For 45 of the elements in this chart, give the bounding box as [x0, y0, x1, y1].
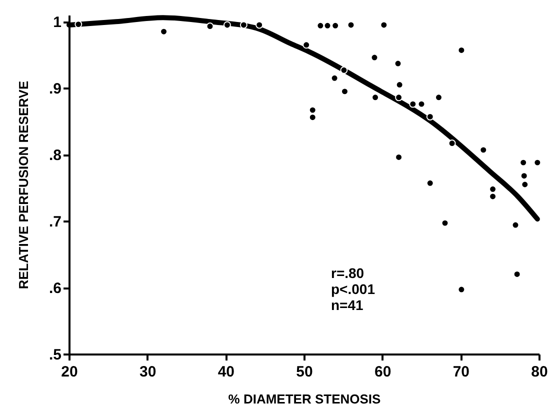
- y-tick-label: .6: [48, 280, 62, 298]
- point: [256, 21, 264, 29]
- point: [521, 180, 529, 188]
- point: [308, 106, 316, 114]
- annotation: r=.80: [331, 265, 364, 281]
- y-axis-title: RELATIVE PERFUSION RESERVE: [16, 80, 31, 290]
- x-tick-label: 30: [139, 364, 156, 380]
- point: [512, 221, 520, 229]
- annotation: p<.001: [331, 281, 376, 297]
- y-tick-label: .9: [48, 80, 62, 98]
- point: [380, 21, 388, 29]
- point: [302, 41, 310, 49]
- x-tick-label: 80: [531, 364, 548, 380]
- point: [394, 60, 402, 68]
- point: [347, 21, 355, 29]
- point: [223, 21, 231, 29]
- point: [513, 270, 521, 278]
- point: [324, 22, 332, 30]
- x-tick-label: 40: [218, 364, 235, 380]
- x-tick-label: 70: [452, 364, 470, 380]
- x-tick-label: 60: [374, 364, 392, 380]
- point: [370, 54, 378, 62]
- point: [409, 100, 417, 108]
- y-tick-label: .8: [48, 147, 62, 164]
- point: [316, 22, 324, 30]
- point: [332, 22, 340, 30]
- y-tick-label: .5: [48, 346, 62, 364]
- point: [441, 219, 449, 227]
- annotation: n=41: [331, 297, 364, 313]
- point: [520, 172, 528, 180]
- point: [534, 158, 542, 166]
- x-tick-label: 50: [296, 364, 313, 380]
- point: [480, 146, 488, 154]
- x-axis-title: % DIAMETER STENOSIS: [228, 392, 382, 406]
- point: [458, 286, 466, 294]
- point: [330, 74, 338, 82]
- point: [240, 21, 248, 29]
- y-tick-label: 1: [53, 14, 62, 32]
- point: [308, 114, 316, 122]
- y-tick-label: .7: [48, 214, 62, 231]
- x-tick-label: 20: [61, 364, 78, 380]
- point: [520, 158, 528, 166]
- point: [340, 66, 348, 74]
- point: [418, 100, 426, 108]
- point: [426, 179, 434, 187]
